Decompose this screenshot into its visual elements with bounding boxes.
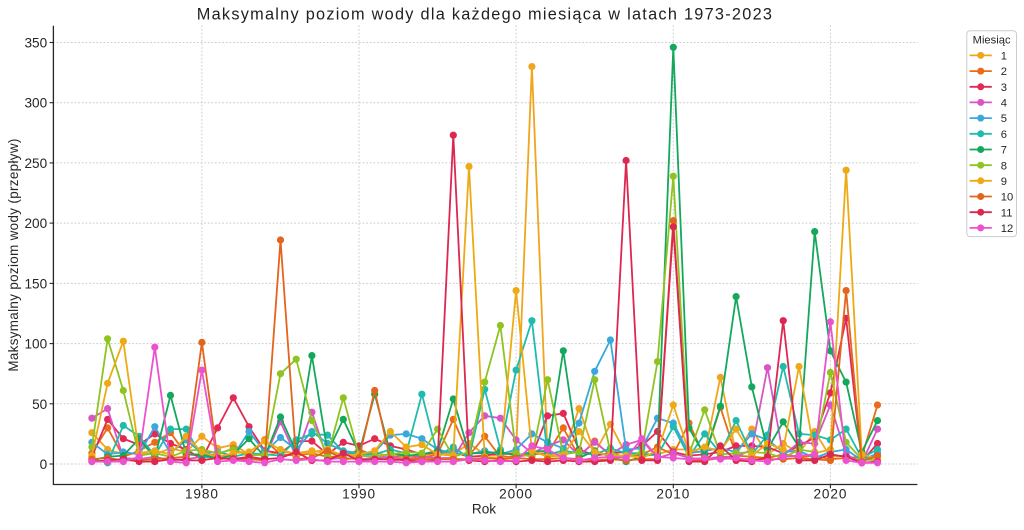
svg-text:2000: 2000 [499, 487, 533, 502]
svg-text:350: 350 [25, 36, 48, 51]
svg-text:12: 12 [1001, 223, 1013, 235]
svg-text:Maksymalny poziom wody dla każ: Maksymalny poziom wody dla każdego miesi… [197, 5, 773, 23]
svg-text:300: 300 [25, 96, 48, 111]
svg-text:3: 3 [1001, 82, 1007, 94]
svg-text:1980: 1980 [185, 487, 219, 502]
svg-text:4: 4 [1001, 98, 1007, 110]
svg-text:Miesiąc: Miesiąc [973, 35, 1011, 47]
svg-text:100: 100 [25, 337, 48, 352]
svg-text:11: 11 [1001, 207, 1013, 219]
svg-text:2020: 2020 [813, 487, 847, 502]
svg-text:7: 7 [1001, 145, 1007, 157]
svg-text:9: 9 [1001, 176, 1007, 188]
svg-text:150: 150 [25, 276, 48, 291]
svg-text:2010: 2010 [656, 487, 690, 502]
svg-text:1990: 1990 [342, 487, 376, 502]
svg-text:0: 0 [40, 457, 48, 472]
svg-text:Rok: Rok [472, 502, 496, 517]
svg-text:6: 6 [1001, 129, 1007, 141]
svg-text:10: 10 [1001, 192, 1013, 204]
svg-text:8: 8 [1001, 160, 1007, 172]
svg-text:200: 200 [25, 216, 48, 231]
svg-text:Maksymalny poziom wody (przepł: Maksymalny poziom wody (przepływ) [6, 138, 21, 371]
svg-text:2: 2 [1001, 66, 1007, 78]
svg-text:250: 250 [25, 156, 48, 171]
svg-text:50: 50 [32, 397, 48, 412]
svg-text:5: 5 [1001, 113, 1007, 125]
svg-text:1: 1 [1001, 51, 1007, 63]
